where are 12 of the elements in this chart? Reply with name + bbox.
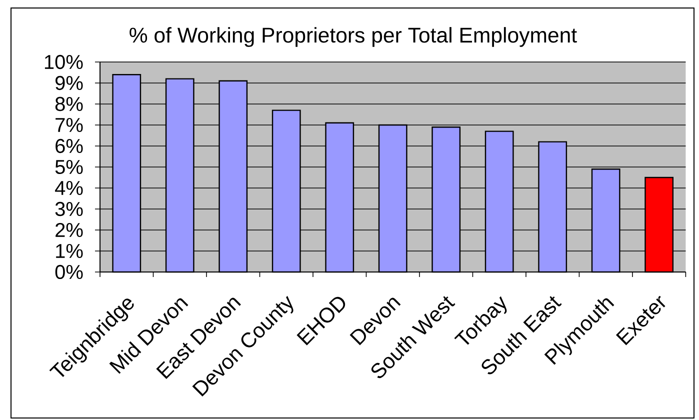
y-tick-label: 5% (55, 160, 83, 174)
y-tick-label: 10% (44, 54, 83, 70)
y-tick-label: 7% (56, 118, 83, 132)
y-tick-label: 2% (56, 222, 83, 238)
y-tick-label: 8% (55, 96, 83, 112)
y-tick-label: 1% (56, 244, 83, 258)
y-tick-label: 6% (56, 138, 83, 154)
y-tick-label: 4% (55, 180, 83, 195)
y-tick-label: 3% (55, 202, 83, 216)
y-tick-label: 0% (55, 264, 83, 280)
y-tick-label: 9% (56, 76, 83, 90)
chart-title: % of Working Proprietors per Total Employment (130, 27, 577, 47)
